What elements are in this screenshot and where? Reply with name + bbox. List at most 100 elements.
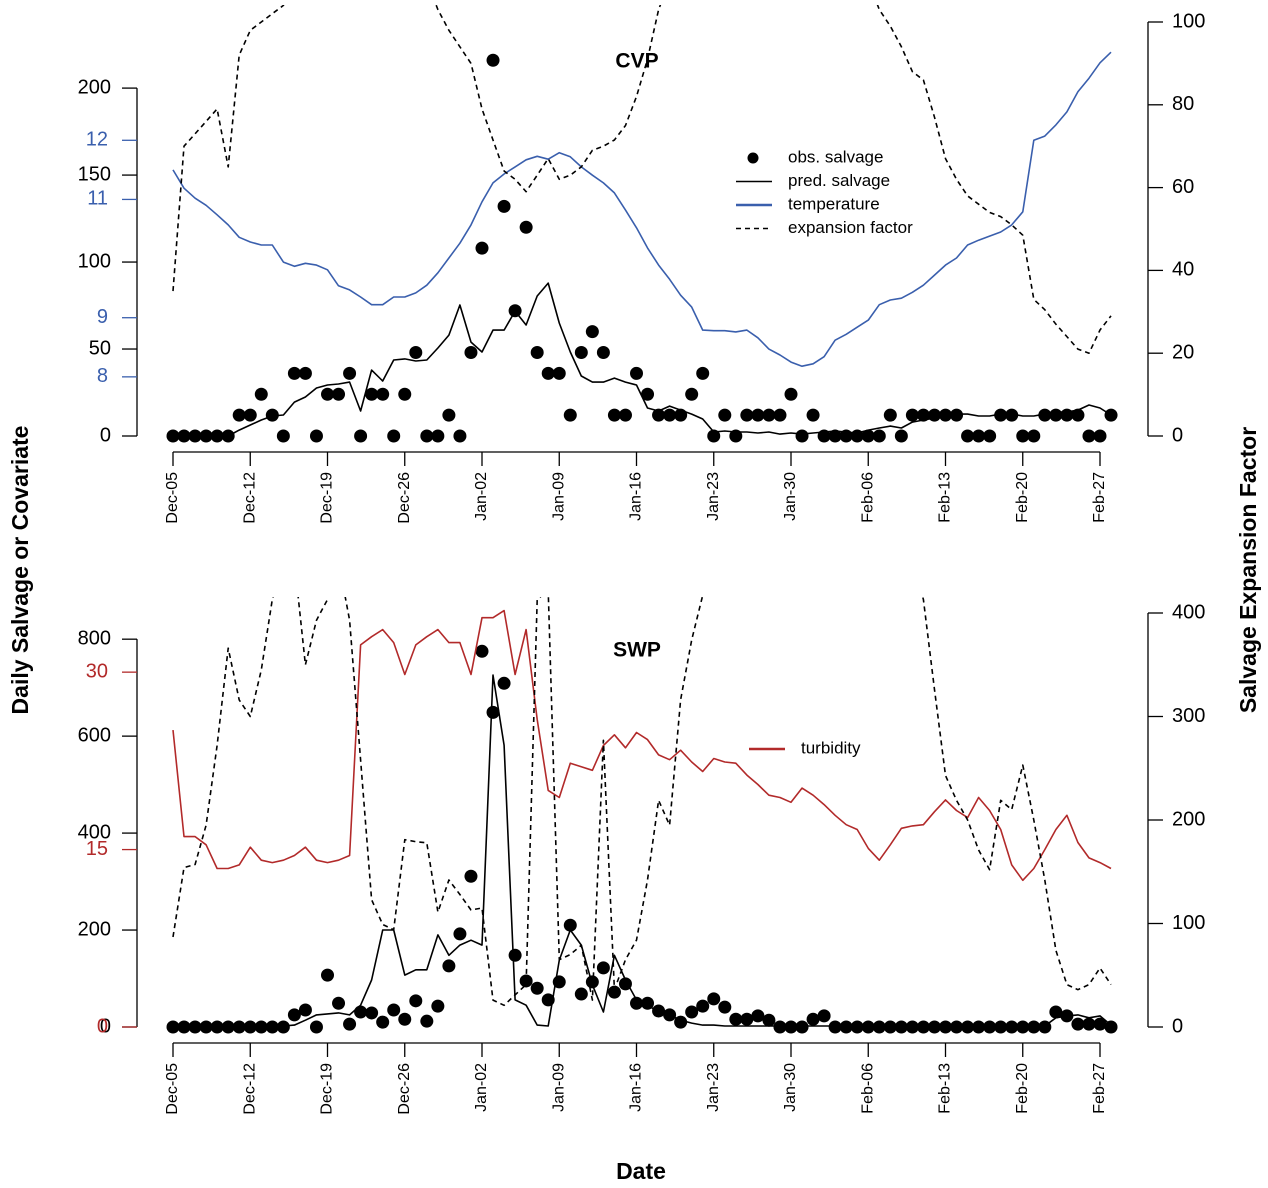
obs-point — [287, 366, 301, 380]
obs-point — [254, 387, 268, 401]
obs-point — [1071, 1017, 1085, 1031]
obs-point — [563, 918, 577, 932]
obs-point — [784, 1020, 798, 1034]
obs-point — [663, 408, 677, 422]
obs-point — [309, 429, 323, 443]
obs-point — [729, 1012, 743, 1026]
y-tick-label: 200 — [78, 76, 111, 98]
obs-point — [1104, 408, 1118, 422]
x-tick-label: Jan-02 — [473, 1063, 490, 1112]
legend-label: pred. salvage — [788, 171, 890, 190]
obs-point — [872, 1020, 886, 1034]
dashed-line — [172, 5, 1112, 354]
obs-point — [321, 387, 334, 401]
x-tick-label: Jan-09 — [550, 472, 567, 521]
obs-point — [751, 1009, 765, 1023]
obs-point — [652, 408, 666, 422]
y-tick-label: 50 — [89, 337, 111, 359]
dashed-line — [172, 597, 1112, 1007]
obs-point — [508, 948, 522, 962]
obs-point — [685, 1005, 699, 1019]
chart-title: SWP — [613, 639, 661, 662]
obs-point — [387, 1003, 401, 1017]
obs-point — [850, 1020, 864, 1034]
obs-point — [398, 1012, 412, 1026]
obs-point — [574, 987, 588, 1001]
y2-tick-label: 60 — [1172, 176, 1194, 198]
y2-tick-label: 400 — [1172, 601, 1205, 623]
obs-point — [1005, 408, 1019, 422]
obs-point — [607, 985, 621, 999]
y3-tick-label: 15 — [86, 838, 108, 860]
x-tick-label: Dec-05 — [164, 472, 181, 524]
obs-point — [398, 387, 412, 401]
obs-point — [1071, 408, 1085, 422]
obs-point — [983, 429, 997, 443]
obs-point — [961, 1020, 975, 1034]
x-tick-label: Feb-20 — [1014, 472, 1031, 523]
x-tick-label: Dec-26 — [396, 472, 413, 524]
y3-tick-label: 12 — [86, 129, 108, 151]
obs-point — [276, 429, 290, 443]
obs-point — [916, 1020, 930, 1034]
obs-point — [332, 996, 346, 1010]
obs-point — [762, 1013, 776, 1027]
obs-point — [1082, 429, 1096, 443]
obs-point — [861, 429, 875, 443]
y-tick-label: 600 — [78, 724, 111, 746]
series-line — [173, 282, 1112, 437]
obs-point — [298, 366, 312, 380]
obs-point — [1027, 1020, 1041, 1034]
x-tick-label: Jan-30 — [782, 472, 799, 521]
x-tick-label: Feb-06 — [859, 1063, 876, 1114]
obs-point — [1049, 1005, 1063, 1019]
x-tick-label: Dec-19 — [319, 1063, 336, 1115]
x-axis-title: Date — [616, 1158, 666, 1184]
obs-point — [309, 1020, 323, 1034]
obs-point — [519, 220, 533, 234]
y2-tick-label: 0 — [1172, 1015, 1183, 1037]
x-tick-label: Feb-27 — [1091, 472, 1108, 523]
obs-point — [486, 53, 500, 67]
obs-point — [784, 387, 798, 401]
plot-area — [166, 5, 1118, 443]
obs-point — [795, 1020, 809, 1034]
obs-point — [343, 1017, 357, 1031]
obs-point — [883, 408, 897, 422]
obs-point — [376, 387, 390, 401]
y2-tick-label: 300 — [1172, 705, 1205, 727]
obs-point — [298, 1003, 312, 1017]
obs-point — [916, 408, 930, 422]
legend-label: obs. salvage — [788, 147, 883, 166]
obs-point — [751, 408, 765, 422]
x-tick-label: Dec-12 — [241, 472, 258, 524]
obs-point — [718, 408, 732, 422]
obs-point — [1016, 1020, 1030, 1034]
legend-symbol — [747, 152, 759, 164]
obs-point — [188, 1020, 202, 1034]
obs-point — [618, 408, 632, 422]
y3-tick-label: 0 — [97, 1015, 108, 1037]
obs-point — [354, 429, 368, 443]
y2-tick-label: 80 — [1172, 93, 1194, 115]
obs-point — [243, 1020, 257, 1034]
obs-point — [552, 366, 566, 380]
obs-point — [828, 429, 842, 443]
obs-point — [685, 387, 699, 401]
chart-title: CVP — [615, 50, 658, 73]
obs-point — [332, 387, 346, 401]
obs-point — [464, 346, 478, 360]
x-tick-label: Dec-12 — [241, 1063, 258, 1115]
obs-point — [199, 1020, 213, 1034]
panel: SWP0200400600800015300100200300400Dec-05… — [78, 597, 1205, 1115]
obs-point — [905, 1020, 919, 1034]
obs-point — [1082, 1017, 1096, 1031]
obs-point — [806, 1012, 820, 1026]
obs-point — [596, 961, 610, 975]
y2-tick-label: 200 — [1172, 808, 1205, 830]
obs-point — [387, 429, 401, 443]
obs-point — [442, 408, 456, 422]
obs-point — [806, 408, 820, 422]
obs-point — [287, 1008, 301, 1022]
obs-point — [486, 705, 500, 719]
